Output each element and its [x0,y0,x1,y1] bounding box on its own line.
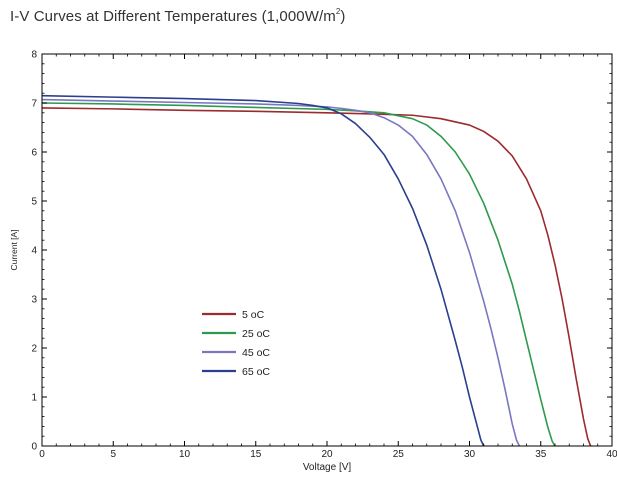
series-line-3 [41,98,521,447]
x-tick-label: 0 [39,449,45,460]
legend-label-2: 25 oC [242,328,270,340]
chart-title-superscript: 2 [335,7,341,16]
x-tick-label: 35 [535,449,547,460]
y-tick-label: 0 [31,442,37,453]
chart-title-text: I-V Curves at Different Temperatures (1,… [10,8,336,25]
x-axis-title: Voltage [V] [303,462,352,473]
y-tick-label: 7 [31,99,37,110]
chart-title: I-V Curves at Different Temperatures (1,… [10,7,346,25]
legend: 5 oC 25 oC 45 oC 65 oC [202,309,270,378]
legend-label-1: 5 oC [242,309,265,321]
series-line-2 [41,102,556,447]
y-tick-label: 6 [31,148,37,159]
chart-title-close: ) [340,8,346,25]
y-tick-label: 3 [31,295,37,306]
y-tick-label: 5 [31,197,37,208]
x-tick-label: 15 [250,449,262,460]
legend-label-4: 65 oC [242,366,270,378]
series-line-1 [41,107,592,447]
legend-label-3: 45 oC [242,347,270,359]
x-tick-label: 10 [179,449,191,460]
x-tick-label: 20 [321,449,333,460]
y-tick-label: 1 [31,393,37,404]
y-tick-label: 8 [31,50,37,61]
x-tick-label: 30 [464,449,476,460]
y-tick-label: 2 [31,344,37,355]
x-tick-label: 25 [393,449,405,460]
axes: 0 5 10 15 20 25 30 35 40 0 1 2 3 4 5 6 7 8 Voltage [V] Curr… [9,50,617,474]
x-tick-label: 5 [110,449,116,460]
series-line-4 [41,94,485,447]
y-tick-label: 4 [31,246,37,257]
plot-area [41,94,592,447]
y-axis-title: Current [A] [9,229,19,270]
x-tick-label: 40 [606,449,617,460]
